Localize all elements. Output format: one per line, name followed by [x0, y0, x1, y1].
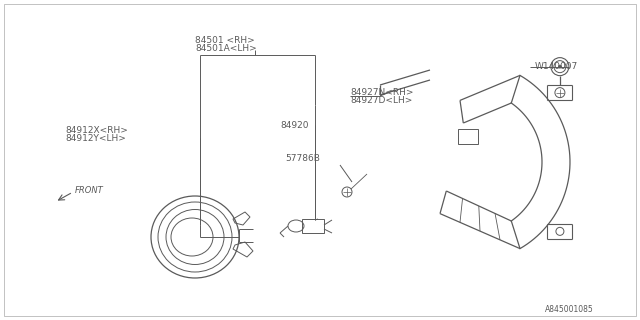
Text: FRONT: FRONT — [75, 186, 104, 195]
Text: 84912Y<LH>: 84912Y<LH> — [65, 133, 126, 142]
Text: 84501A<LH>: 84501A<LH> — [195, 44, 257, 52]
Text: W140007: W140007 — [535, 62, 579, 71]
Circle shape — [559, 65, 561, 68]
Text: 84501 <RH>: 84501 <RH> — [195, 36, 255, 44]
Text: 84927N<RH>: 84927N<RH> — [350, 87, 413, 97]
Text: 84912X<RH>: 84912X<RH> — [65, 125, 128, 134]
Text: 84927D<LH>: 84927D<LH> — [350, 95, 412, 105]
Bar — [302, 219, 324, 233]
Bar — [458, 129, 478, 144]
Text: 84920: 84920 — [280, 121, 308, 130]
Text: A845001085: A845001085 — [545, 306, 594, 315]
Text: 57786B: 57786B — [285, 154, 320, 163]
